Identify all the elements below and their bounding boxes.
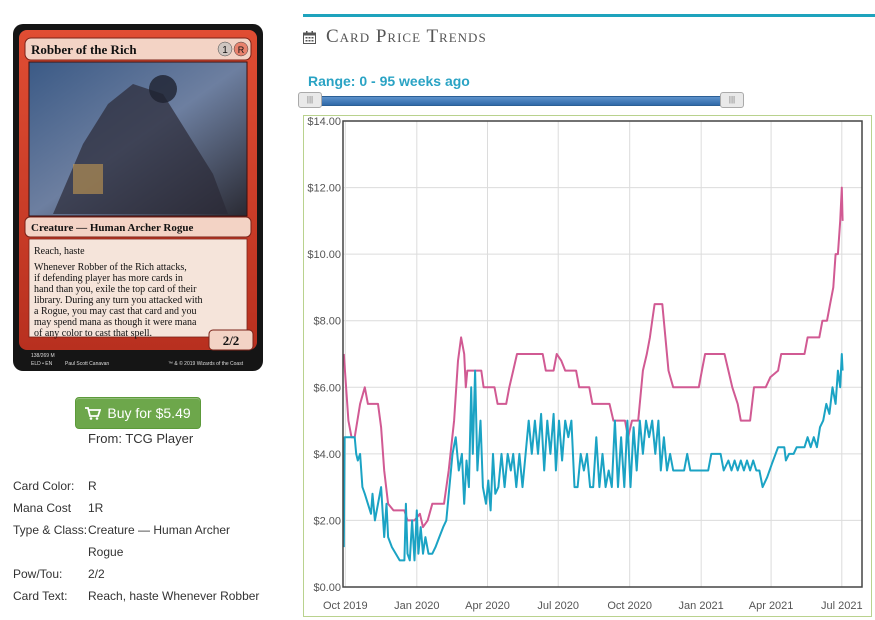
rules-line: of any color to cast that spell.: [34, 328, 152, 339]
buy-button-label: Buy for $5.49: [107, 405, 191, 421]
range-slider[interactable]: ||| |||: [298, 92, 744, 108]
section-accent-bar: [303, 14, 875, 17]
detail-value: Creature — Human Archer Rogue: [88, 523, 231, 559]
art-light: [73, 164, 103, 194]
range-slider-handle-right[interactable]: |||: [720, 92, 744, 108]
rules-box: [28, 238, 248, 338]
buy-button[interactable]: Buy for $5.49: [75, 397, 201, 429]
rules-line: if defending player has more cards in: [34, 273, 183, 284]
type-bar: [24, 216, 252, 238]
card-details: Card Color: R Mana Cost 1R Type & Class:…: [13, 475, 263, 607]
collector-number: 138/269 M: [31, 353, 55, 359]
plot-area: [343, 121, 862, 587]
rules-line: library. During any turn you attacked wi…: [34, 295, 202, 306]
chart-frame: [303, 115, 872, 617]
art-hat: [149, 75, 177, 103]
range-label: Range: 0 - 95 weeks ago: [308, 73, 470, 89]
artist: Paul Scott Canavan: [65, 361, 109, 367]
x-tick-label: Jul 2021: [821, 600, 863, 612]
range-slider-track[interactable]: [306, 96, 736, 106]
card-image: Robber of the Rich 1 R Creature — Human …: [13, 24, 263, 371]
detail-value: 1R: [88, 501, 104, 515]
rules-line: may spend mana as though it were mana: [34, 317, 197, 328]
mana-generic: 1: [222, 45, 228, 56]
range-slider-handle-left[interactable]: |||: [298, 92, 322, 108]
detail-value: R: [88, 479, 97, 493]
price-chart: $0.00 $2.00 $4.00 $6.00 $8.00 $10.00 $12.00 $14…: [307, 116, 863, 612]
detail-label: Card Color:: [13, 479, 75, 493]
pt-box: [208, 329, 254, 351]
cart-icon: [85, 406, 102, 420]
mana-generic-icon: [217, 41, 233, 57]
detail-row-mana: Mana Cost 1R: [13, 497, 263, 519]
card-type-line: Creature — Human Archer Rogue: [31, 222, 193, 234]
detail-label: Card Text:: [13, 589, 68, 603]
set-line: ELD • EN: [31, 361, 53, 367]
detail-row-color: Card Color: R: [13, 475, 263, 497]
y-tick-label: $14.00: [307, 116, 341, 128]
y-tick-label: $6.00: [313, 382, 341, 394]
y-tick-label: $10.00: [307, 249, 341, 261]
mana-red-icon: [233, 41, 249, 57]
detail-value: 2/2: [88, 567, 105, 581]
rules-text: Reach, haste Whenever Robber of the Rich…: [34, 246, 202, 339]
detail-row-text: Card Text: Reach, haste Whenever Robber: [13, 585, 263, 607]
rules-line: hand than you, exile the top card of the…: [34, 284, 197, 295]
detail-label: Pow/Tou:: [13, 567, 63, 581]
x-tick-label: Jan 2020: [394, 600, 439, 612]
y-tick-label: $12.00: [307, 183, 341, 195]
rules-line: a Rogue, you may cast that card and you: [34, 306, 196, 317]
calendar-icon: [303, 30, 316, 44]
x-tick-label: Oct 2020: [607, 600, 652, 612]
rules-line: Whenever Robber of the Rich attacks,: [34, 262, 187, 273]
x-tick-label: Apr 2021: [749, 600, 794, 612]
copyright: ™ & © 2019 Wizards of the Coast: [168, 360, 244, 367]
detail-row-pt: Pow/Tou: 2/2: [13, 563, 263, 585]
detail-label: Type & Class:: [13, 523, 88, 537]
x-tick-label: Oct 2019: [323, 600, 368, 612]
detail-row-type: Type & Class: Creature — Human Archer Ro…: [13, 519, 263, 563]
detail-value: Reach, haste Whenever Robber: [88, 589, 260, 603]
card-pt: 2/2: [223, 333, 240, 348]
y-tick-label: $0.00: [313, 582, 341, 594]
x-tick-label: Apr 2020: [465, 600, 510, 612]
rules-line: Reach, haste: [34, 246, 85, 257]
x-tick-label: Jul 2020: [537, 600, 579, 612]
mana-red: R: [238, 45, 245, 55]
y-tick-label: $8.00: [313, 316, 341, 328]
detail-label: Mana Cost: [13, 501, 72, 515]
title-bar: [24, 37, 252, 61]
card-name: Robber of the Rich: [31, 42, 137, 57]
section-title: Card Price Trends: [303, 26, 487, 48]
y-tick-label: $4.00: [313, 449, 341, 461]
y-tick-label: $2.00: [313, 515, 341, 527]
buy-source: From: TCG Player: [88, 431, 194, 446]
plot-border: [342, 120, 863, 588]
x-tick-label: Jan 2021: [679, 600, 724, 612]
section-title-text: Card Price Trends: [326, 26, 487, 47]
series-line-pink: [342, 186, 844, 529]
series-line-teal: [342, 353, 844, 562]
